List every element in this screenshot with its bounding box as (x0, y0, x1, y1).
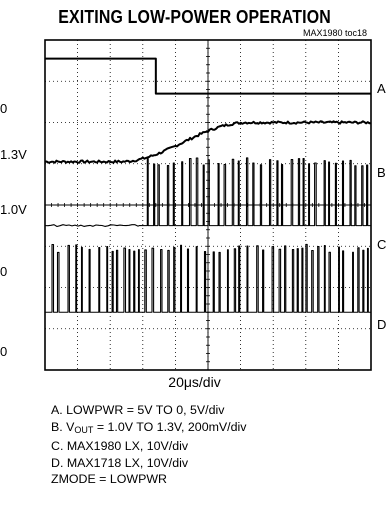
channel-labels: 0 1.3V 1.0V 0 0 A B C D (0, 81, 386, 359)
legend-notes: A. LOWPWR = 5V TO 0, 5V/div B. VOUT = 1.… (51, 402, 246, 488)
trace-b (44, 120, 372, 164)
channel-letter-d: D (377, 317, 386, 332)
left-label-d: 0 (0, 344, 7, 359)
chart-title: EXITING LOW-POWER OPERATION (58, 6, 331, 27)
note-c: C. MAX1980 LX, 10V/div (51, 439, 189, 453)
traces (44, 57, 372, 313)
left-label-b-top: 1.3V (0, 147, 27, 162)
figure-tag: MAX1980 toc18 (302, 28, 367, 38)
note-z: ZMODE = LOWPWR (51, 472, 167, 486)
note-a: A. LOWPWR = 5V TO 0, 5V/div (51, 403, 225, 417)
note-b-pre: B. V (51, 419, 75, 434)
channel-letter-c: C (377, 237, 386, 252)
channel-letter-a: A (377, 81, 386, 96)
note-d: D. MAX1718 LX, 10V/div (51, 455, 189, 470)
note-b-sub: OUT (74, 424, 94, 435)
left-label-a: 0 (0, 101, 7, 116)
trace-c (44, 157, 371, 228)
trace-d (45, 243, 371, 313)
left-label-b-bottom: 1.0V (0, 202, 27, 217)
x-axis-scale: 20μs/div (168, 374, 221, 390)
trace-a (45, 57, 371, 95)
note-b-post: = 1.0V TO 1.3V, 200mV/div (93, 419, 247, 434)
note-b: B. VOUT = 1.0V TO 1.3V, 200mV/div (51, 419, 246, 439)
channel-letter-b: B (377, 165, 386, 180)
left-label-c: 0 (0, 264, 7, 279)
